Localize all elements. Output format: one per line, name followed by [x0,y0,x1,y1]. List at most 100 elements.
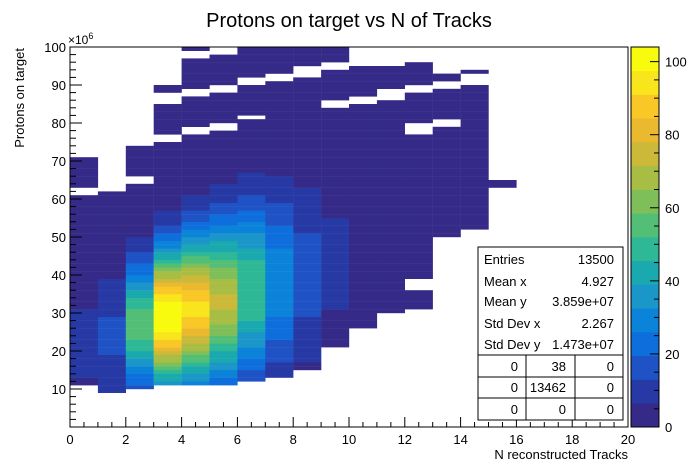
heatmap-cell [181,313,210,317]
heatmap-cell [237,316,266,321]
heatmap-cell [404,81,433,86]
heatmap-cell [404,225,433,230]
heatmap-cell [209,145,238,150]
heatmap-cell [181,69,210,74]
heatmap-cell [97,320,126,325]
heatmap-cell [97,335,126,340]
heatmap-cell [209,248,238,253]
heatmap-cell [321,115,350,120]
heatmap-cell [432,229,461,234]
heatmap-cell [376,191,405,196]
heatmap-cell [321,199,350,203]
y-tick-label: 80 [52,116,66,131]
stats-box-frame [477,246,624,421]
heatmap-cell [321,332,350,336]
heatmap-cell [237,332,266,336]
heatmap-cell [460,180,489,184]
heatmap-cell [376,206,405,211]
heatmap-cell [70,366,99,371]
heatmap-cell [237,176,266,181]
heatmap-cell [376,172,405,177]
heatmap-cell [209,153,238,158]
heatmap-cell [321,339,350,344]
heatmap-cell [209,256,238,260]
heatmap-cell [70,294,99,298]
heatmap-cell [293,126,322,131]
heatmap-cell [70,202,99,207]
heatmap-cell [404,104,433,108]
heatmap-cell [265,373,294,378]
heatmap-cell [404,244,433,249]
heatmap-cell [293,130,322,135]
heatmap-cell [293,161,322,165]
heatmap-cell [349,81,378,86]
heatmap-cell [70,252,99,257]
heatmap-cell [488,183,517,188]
heatmap-cell [321,335,350,340]
heatmap-cell [125,256,154,260]
heatmap-cell [349,88,378,93]
heatmap-cell [432,199,461,203]
heatmap-cell [237,199,266,203]
heatmap-cell [153,377,182,382]
heatmap-cell [70,237,99,241]
heatmap-cell [293,180,322,184]
heatmap-cell [181,316,210,321]
heatmap-cell [70,210,99,215]
heatmap-cell [265,100,294,105]
heatmap-cell [209,358,238,363]
heatmap-cell [125,339,154,344]
heatmap-cell [349,320,378,325]
heatmap-cell [265,297,294,302]
heatmap-cell [97,206,126,211]
heatmap-cell [209,62,238,67]
heatmap-cell [321,252,350,257]
heatmap-cell [265,248,294,253]
heatmap-cell [349,233,378,238]
heatmap-cell [293,267,322,272]
z-tick-label: 0 [665,420,672,435]
heatmap-cell [209,313,238,317]
heatmap-cell [293,275,322,279]
heatmap-cell [265,69,294,74]
heatmap-cell [293,88,322,93]
heatmap-cell [376,100,405,105]
heatmap-cell [125,313,154,317]
heatmap-cell [432,115,461,120]
heatmap-cell [321,225,350,230]
heatmap-cell [460,187,489,192]
stats-grid-cell: 0 [511,402,518,417]
heatmap-cell [404,263,433,268]
heatmap-cell [432,161,461,165]
heatmap-cell [321,88,350,93]
heatmap-cell [293,286,322,291]
heatmap-cell [153,221,182,226]
heatmap-cell [209,252,238,257]
heatmap-cell [404,176,433,181]
heatmap-cell [70,206,99,211]
heatmap-cell [265,176,294,181]
heatmap-cell [125,195,154,200]
heatmap-cell [209,381,238,386]
heatmap-cell [153,301,182,306]
heatmap-cell [460,161,489,165]
heatmap-cell [125,218,154,222]
heatmap-cell [265,54,294,59]
heatmap-cell [321,168,350,173]
heatmap-cell [70,278,99,283]
stats-stddev-x-value: 2.267 [581,316,614,331]
heatmap-cell [293,358,322,363]
heatmap-cell [404,180,433,184]
heatmap-cell [293,119,322,124]
heatmap-cell [153,267,182,272]
heatmap-cell [153,263,182,268]
heatmap-cell [349,164,378,169]
heatmap-cell [209,339,238,344]
color-scale-band [631,118,659,143]
heatmap-cell [209,324,238,329]
heatmap-cell [460,69,489,74]
heatmap-cell [209,366,238,371]
heatmap-cell [293,294,322,298]
heatmap-cell [209,157,238,162]
heatmap-cell [376,305,405,310]
